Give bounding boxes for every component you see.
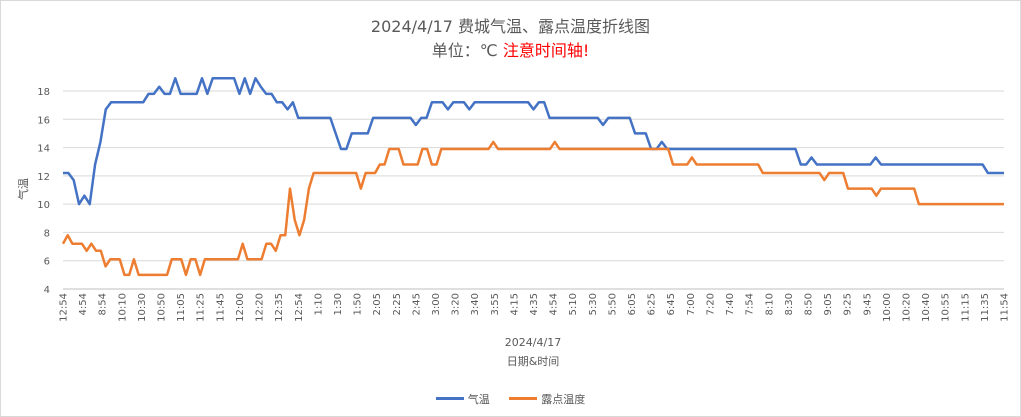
y-tick-label: 18 xyxy=(37,87,50,98)
x-tick-label: 7:00 xyxy=(686,293,697,315)
series-line-dewpoint xyxy=(61,140,1004,277)
y-tick-label: 6 xyxy=(44,257,50,268)
chart-legend: 气温 露点温度 xyxy=(0,390,1021,407)
y-tick-label: 4 xyxy=(44,285,50,296)
y-tick-label: 8 xyxy=(44,228,50,239)
x-tick-label: 1:10 xyxy=(313,293,324,315)
x-tick-label: 6:05 xyxy=(627,293,638,315)
y-axis-ticks: 4 6 8 10 12 14 16 18 xyxy=(37,87,50,296)
chart-title: 2024/4/17 费城气温、露点温度折线图 xyxy=(370,17,651,36)
x-tick-label: 9:45 xyxy=(862,293,873,315)
x-tick-label: 10:20 xyxy=(901,293,912,322)
x-tick-label: 1:50 xyxy=(353,293,364,315)
x-tick-label: 5:30 xyxy=(588,293,599,315)
x-tick-label: 8:10 xyxy=(764,293,775,315)
chart-axis-warning: 注意时间轴! xyxy=(502,41,590,60)
y-tick-label: 16 xyxy=(37,115,50,126)
legend-item-dewpoint: 露点温度 xyxy=(509,391,585,407)
x-tick-label: 11:35 xyxy=(980,293,991,322)
x-tick-label: 12:00 xyxy=(235,293,246,322)
x-tick-label: 7:40 xyxy=(725,293,736,315)
x-tick-label: 3:40 xyxy=(470,293,481,315)
y-axis-title: 气温 xyxy=(16,178,30,200)
x-tick-label: 12:35 xyxy=(274,293,285,322)
x-tick-label: 3:00 xyxy=(431,293,442,315)
x-tick-label: 10:30 xyxy=(137,293,148,322)
chart-subtitle: 单位：℃ 注意时间轴! xyxy=(0,37,1021,61)
x-tick-label: 9:05 xyxy=(823,293,834,315)
series-lines xyxy=(61,77,1004,277)
x-axis-title: 日期&时间 xyxy=(507,355,560,368)
x-tick-label: 7:54 xyxy=(745,293,756,315)
x-tick-label: 10:10 xyxy=(117,293,128,322)
x-tick-label: 12:54 xyxy=(294,293,305,322)
x-tick-label: 3:20 xyxy=(451,293,462,315)
x-tick-label: 10:50 xyxy=(157,293,168,322)
gridlines xyxy=(63,90,1004,290)
x-tick-label: 11:15 xyxy=(960,293,971,322)
series-line-temperature xyxy=(63,77,1004,206)
x-axis-date-label: 2024/4/17 xyxy=(505,336,561,349)
x-tick-label: 2:45 xyxy=(411,293,422,315)
x-tick-label: 8:30 xyxy=(784,293,795,315)
legend-label-temperature: 气温 xyxy=(467,392,490,406)
x-tick-label: 4:54 xyxy=(549,293,560,315)
x-tick-label: 2:25 xyxy=(392,293,403,315)
legend-label-dewpoint: 露点温度 xyxy=(541,392,586,406)
x-tick-label: 12:20 xyxy=(255,293,266,322)
x-tick-label: 10:00 xyxy=(882,293,893,322)
x-tick-label: 2:05 xyxy=(372,293,383,315)
x-tick-label: 5:50 xyxy=(607,293,618,315)
x-tick-label: 9:25 xyxy=(843,293,854,315)
x-axis-ticks: 12:54 4:54 8:54 10:10 10:30 10:50 11:05 11:25 11… xyxy=(59,293,1011,322)
x-tick-label: 11:25 xyxy=(196,293,207,322)
x-tick-label: 4:15 xyxy=(509,293,520,315)
y-tick-label: 10 xyxy=(37,200,50,211)
x-tick-label: 1:30 xyxy=(333,293,344,315)
x-tick-label: 4:35 xyxy=(529,293,540,315)
x-tick-label: 11:54 xyxy=(1000,293,1011,322)
x-tick-label: 7:20 xyxy=(705,293,716,315)
x-tick-label: 5:10 xyxy=(568,293,579,315)
y-tick-label: 14 xyxy=(37,144,50,155)
x-tick-label: 6:25 xyxy=(647,293,658,315)
x-tick-label: 11:45 xyxy=(215,293,226,322)
x-tick-label: 4:54 xyxy=(78,293,89,315)
x-tick-label: 6:45 xyxy=(666,293,677,315)
legend-item-temperature: 气温 xyxy=(435,391,490,407)
x-tick-label: 8:54 xyxy=(98,293,109,315)
chart-unit-label: 单位：℃ xyxy=(431,41,503,60)
x-tick-label: 11:05 xyxy=(176,293,187,322)
y-tick-label: 12 xyxy=(37,172,50,183)
x-tick-label: 10:55 xyxy=(941,293,952,322)
x-tick-label: 10:40 xyxy=(921,293,932,322)
legend-swatch-dewpoint xyxy=(509,397,538,400)
legend-swatch-temperature xyxy=(435,397,464,400)
x-tick-label: 8:50 xyxy=(803,293,814,315)
x-tick-label: 3:55 xyxy=(490,293,501,315)
x-tick-label: 12:54 xyxy=(59,293,70,322)
